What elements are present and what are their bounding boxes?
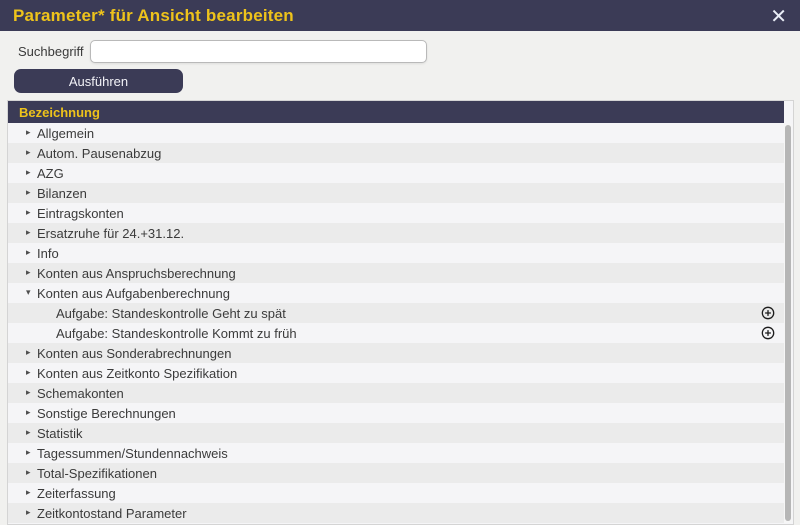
tree-row-label: Ersatzruhe für 24.+31.12. (37, 225, 185, 241)
tree-row[interactable]: ▸ Info (8, 243, 784, 263)
chevron-right-icon[interactable]: ▸ (26, 428, 31, 438)
chevron-down-icon[interactable]: ▾ (26, 288, 31, 298)
tree-row-label: Aufgabe: Standeskontrolle Geht zu spät (56, 305, 286, 321)
tree-row[interactable]: ▸ Konten aus Zeitkonto Spezifikation (8, 363, 784, 383)
tree-row[interactable]: ▸ Zeiterfassung (8, 483, 784, 503)
tree-row-label: Konten aus Anspruchsberechnung (37, 265, 236, 281)
chevron-right-icon[interactable]: ▸ (26, 408, 31, 418)
close-icon[interactable]: ✕ (770, 3, 787, 28)
chevron-right-icon[interactable]: ▸ (26, 488, 31, 498)
tree-row[interactable]: ▸ Tagessummen/Stundennachweis (8, 443, 784, 463)
chevron-right-icon[interactable]: ▸ (26, 128, 31, 138)
chevron-right-icon[interactable]: ▸ (26, 228, 31, 238)
tree-row[interactable]: ▸ Bilanzen (8, 183, 784, 203)
plus-circle-icon[interactable] (761, 326, 775, 340)
tree-row[interactable]: ▸ Sonstige Berechnungen (8, 403, 784, 423)
tree-row[interactable]: ▸ Autom. Pausenabzug (8, 143, 784, 163)
search-label: Suchbegriff (18, 44, 84, 59)
tree-row-label: Allgemein (37, 125, 95, 141)
table-header-label: Bezeichnung (19, 104, 100, 120)
chevron-right-icon[interactable]: ▸ (26, 148, 31, 158)
tree-row[interactable]: ▾ Konten aus Aufgabenberechnung (8, 283, 784, 303)
tree-row-label: Zeitkontostand Parameter (37, 505, 187, 521)
chevron-right-icon[interactable]: ▸ (26, 368, 31, 378)
execute-button[interactable]: Ausführen (14, 69, 183, 93)
chevron-right-icon[interactable]: ▸ (26, 248, 31, 258)
tree-row[interactable]: ▸ Ersatzruhe für 24.+31.12. (8, 223, 784, 243)
tree-row[interactable]: ▸ Total-Spezifikationen (8, 463, 784, 483)
table-header: Bezeichnung (8, 101, 784, 123)
tree-row-label: Zeiterfassung (37, 485, 116, 501)
tree-row-label: Info (37, 245, 59, 261)
scrollbar-thumb[interactable] (785, 125, 791, 521)
dialog-title: Parameter* für Ansicht bearbeiten (13, 5, 294, 25)
chevron-right-icon[interactable]: ▸ (26, 168, 31, 178)
scrollbar-track[interactable] (784, 124, 792, 523)
tree-row-label: Konten aus Zeitkonto Spezifikation (37, 365, 238, 381)
tree-row[interactable]: ▸ Eintragskonten (8, 203, 784, 223)
chevron-right-icon[interactable]: ▸ (26, 208, 31, 218)
chevron-right-icon[interactable]: ▸ (26, 188, 31, 198)
tree-row-label: Autom. Pausenabzug (37, 145, 162, 161)
tree-row-label: Aufgabe: Standeskontrolle Kommt zu früh (56, 325, 297, 341)
tree-row-label: Sonstige Berechnungen (37, 405, 176, 421)
chevron-right-icon[interactable]: ▸ (26, 348, 31, 358)
tree-row-label: AZG (37, 165, 64, 181)
table-body: ▸ Allgemein ▸ Autom. Pausenabzug ▸ AZG ▸ Bilanz… (8, 123, 784, 523)
tree-row[interactable]: ▸ Konten aus Anspruchsberechnung (8, 263, 784, 283)
chevron-right-icon[interactable]: ▸ (26, 508, 31, 518)
tree-row-label: Bilanzen (37, 185, 87, 201)
tree-row[interactable]: Aufgabe: Standeskontrolle Kommt zu früh (8, 323, 784, 343)
tree-row-label: Schemakonten (37, 385, 124, 401)
tree-row-label: Konten aus Aufgabenberechnung (37, 285, 231, 301)
tree-row[interactable]: ▸ Statistik (8, 423, 784, 443)
dialog-titlebar: Parameter* für Ansicht bearbeiten ✕ (0, 0, 800, 31)
tree-row-label: Konten aus Sonderabrechnungen (37, 345, 232, 361)
tree-row[interactable]: ▸ Konten aus Sonderabrechnungen (8, 343, 784, 363)
tree-row[interactable]: ▸ Schemakonten (8, 383, 784, 403)
search-input[interactable] (90, 40, 427, 63)
chevron-right-icon[interactable]: ▸ (26, 448, 31, 458)
tree-row-label: Statistik (37, 425, 83, 441)
plus-circle-icon[interactable] (761, 306, 775, 320)
chevron-right-icon[interactable]: ▸ (26, 268, 31, 278)
tree-row[interactable]: ▸ AZG (8, 163, 784, 183)
chevron-right-icon[interactable]: ▸ (26, 388, 31, 398)
tree-row-label: Total-Spezifikationen (37, 465, 157, 481)
tree-row[interactable]: ▸ Allgemein (8, 123, 784, 143)
chevron-right-icon[interactable]: ▸ (26, 468, 31, 478)
tree-row-label: Eintragskonten (37, 205, 124, 221)
tree-row-label: Tagessummen/Stundennachweis (37, 445, 228, 461)
tree-row[interactable]: ▸ Zeitkontostand Parameter (8, 503, 784, 523)
parameter-tree-table: Bezeichnung ▸ Allgemein ▸ Autom. Pausenabzu… (7, 100, 794, 525)
tree-row[interactable]: Aufgabe: Standeskontrolle Geht zu spät (8, 303, 784, 323)
